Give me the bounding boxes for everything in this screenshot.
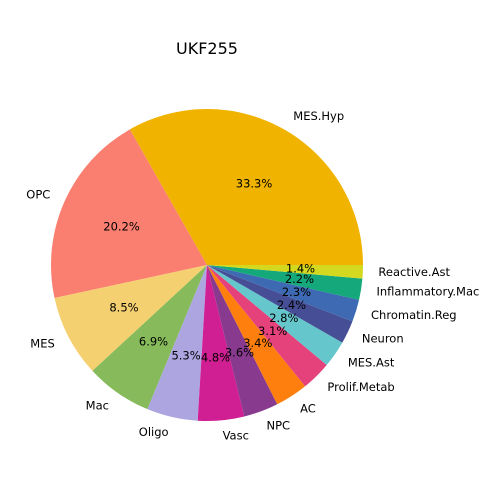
- percent-label: 20.2%: [103, 219, 140, 233]
- slice-label: Oligo: [139, 425, 169, 439]
- slice-label: MES: [30, 337, 55, 351]
- slice-label: OPC: [26, 188, 50, 202]
- percent-label: 5.3%: [171, 349, 200, 363]
- pie-slice-npc: [207, 265, 278, 417]
- pie-slice-vasc: [197, 265, 245, 421]
- percent-label: 1.4%: [286, 262, 315, 276]
- pie-slice-mes: [54, 265, 207, 371]
- pie-slice-chromatin-reg: [207, 265, 360, 322]
- pie-slices: [50, 108, 363, 421]
- pie-slice-ac: [207, 265, 306, 405]
- slice-label: Reactive.Ast: [378, 265, 450, 279]
- percent-label: 3.6%: [225, 345, 254, 359]
- percent-label: 2.8%: [269, 311, 298, 325]
- slice-label: Mac: [86, 398, 109, 412]
- slice-labels: MES.Hyp 33.3% OPC 20.2% MES 8.5% Mac 6.9% Oligo 5…: [26, 109, 479, 442]
- slice-label: Chromatin.Reg: [371, 308, 457, 322]
- slice-label: MES.Ast: [348, 356, 395, 370]
- pie-slice-prolif-metab: [207, 265, 327, 387]
- percent-label: 2.2%: [285, 272, 314, 286]
- slice-label: AC: [300, 402, 316, 416]
- chart-title: UKF255: [176, 39, 238, 58]
- slice-label: Inflammatory.Mac: [377, 284, 480, 298]
- slice-label: Neuron: [362, 331, 404, 345]
- pie-slice-mes-ast: [207, 265, 343, 366]
- percent-label: 2.4%: [277, 298, 306, 312]
- percent-label: 3.4%: [243, 336, 272, 350]
- percent-label: 2.3%: [282, 285, 311, 299]
- percent-label: 3.1%: [258, 324, 287, 338]
- pie-slice-opc: [50, 129, 208, 299]
- pie-slice-mac: [92, 265, 207, 410]
- percent-label: 4.8%: [201, 351, 230, 365]
- pie-slice-reactive-ast: [207, 265, 363, 279]
- percent-label: 6.9%: [139, 334, 168, 348]
- pie-slice-inflammatory-mac: [207, 265, 363, 300]
- percent-label: 33.3%: [236, 177, 273, 191]
- slice-label: Vasc: [223, 428, 249, 442]
- slice-label: MES.Hyp: [293, 109, 344, 123]
- pie-slice-neuron: [207, 265, 353, 343]
- percent-label: 8.5%: [109, 301, 138, 315]
- slice-label: NPC: [267, 418, 291, 432]
- pie-slice-oligo: [147, 265, 207, 421]
- pie-slice-mes-hyp: [129, 108, 363, 265]
- slice-label: Prolif.Metab: [327, 380, 394, 394]
